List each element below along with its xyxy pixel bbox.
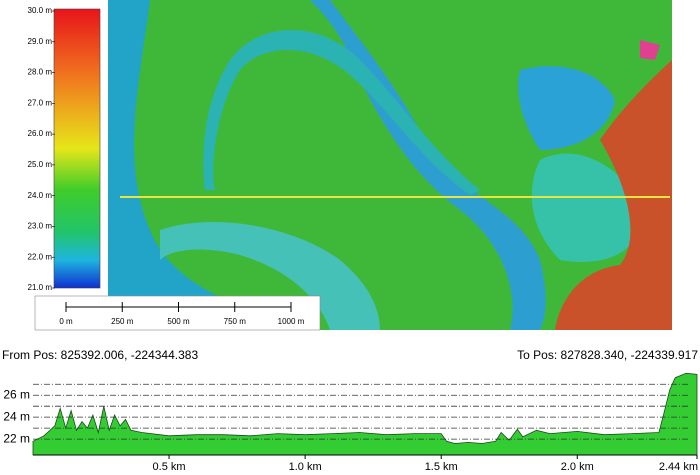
scale-label: 750 m — [224, 317, 247, 326]
legend-label: 26.0 m — [28, 129, 53, 138]
legend-label: 28.0 m — [28, 68, 53, 77]
legend-label: 23.0 m — [28, 222, 53, 231]
scale-label: 250 m — [111, 317, 134, 326]
scale-label: 0 m — [59, 317, 73, 326]
x-tick-label: 1.5 km — [425, 461, 458, 473]
x-tick-label: 2.0 km — [561, 461, 594, 473]
legend-label: 25.0 m — [28, 160, 53, 169]
legend-label: 27.0 m — [28, 98, 53, 107]
legend-label: 30.0 m — [28, 6, 53, 15]
scale-bar — [34, 295, 321, 331]
y-tick-label: 26 m — [3, 387, 30, 401]
elevation-area — [32, 372, 698, 456]
scale-label: 500 m — [167, 317, 190, 326]
legend — [35, 0, 108, 296]
to-position: To Pos: 827828.340, -224339.917 — [517, 348, 698, 362]
legend-label: 29.0 m — [28, 37, 53, 46]
x-tick-label: 0.5 km — [153, 461, 186, 473]
legend-label: 24.0 m — [28, 191, 53, 200]
legend-labels: 30.0 m 29.0 m 28.0 m 27.0 m 26.0 m 25.0 m 24.0… — [28, 6, 55, 292]
x-tick-label: 2.44 km — [659, 461, 698, 473]
legend-label: 21.0 m — [28, 283, 53, 292]
legend-label: 22.0 m — [28, 252, 53, 261]
scale-labels: 0 m 250 m 500 m 750 m 1000 m — [59, 302, 305, 326]
map-image — [108, 0, 672, 330]
y-tick-label: 22 m — [3, 431, 30, 445]
x-tick-label: 1.0 km — [289, 461, 322, 473]
profile-chart: 22 m 24 m 26 m 0.5 km 1.0 km 1.5 km 2.0 km 2.44… — [3, 372, 698, 473]
from-position: From Pos: 825392.006, -224344.383 — [2, 348, 198, 362]
scale-label: 1000 m — [278, 317, 305, 326]
y-tick-label: 24 m — [3, 409, 30, 423]
